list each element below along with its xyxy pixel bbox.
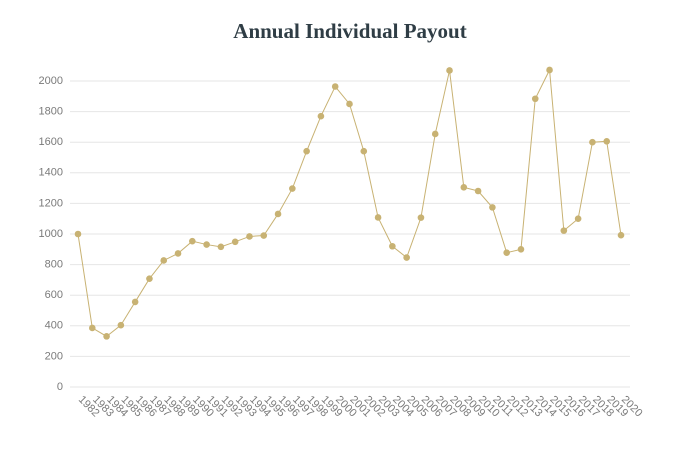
- y-tick-label: 0: [57, 381, 63, 393]
- y-tick-label: 800: [45, 259, 63, 271]
- y-tick-label: 600: [45, 289, 63, 301]
- data-point: [331, 83, 339, 90]
- data-point: [474, 187, 482, 195]
- y-tick-label: 1200: [39, 197, 63, 209]
- data-point: [303, 147, 310, 155]
- data-point: [574, 215, 582, 222]
- data-point: [203, 241, 210, 248]
- data-point: [274, 210, 282, 218]
- data-point: [617, 231, 625, 239]
- data-point: [131, 298, 139, 306]
- data-point: [246, 233, 253, 240]
- data-point: [589, 138, 596, 146]
- data-point: [503, 249, 510, 256]
- data-point: [317, 112, 325, 120]
- data-point: [603, 137, 611, 145]
- data-point: [460, 184, 468, 191]
- y-tick-label: 400: [45, 320, 63, 332]
- data-point: [217, 243, 225, 251]
- y-tick-label: 1800: [39, 106, 63, 118]
- data-point: [531, 95, 539, 103]
- chart-title: Annual Individual Payout: [233, 19, 466, 43]
- data-point: [517, 246, 525, 253]
- data-point: [374, 214, 382, 221]
- data-point: [389, 242, 396, 250]
- y-tick-label: 1000: [39, 228, 63, 240]
- data-point: [117, 321, 125, 329]
- data-point: [546, 66, 553, 74]
- y-tick-label: 1400: [39, 167, 63, 179]
- data-point: [489, 204, 496, 211]
- data-point: [431, 130, 439, 138]
- data-point: [289, 185, 296, 192]
- data-point: [174, 250, 182, 257]
- data-point: [260, 232, 268, 239]
- data-point: [360, 147, 368, 155]
- data-point: [88, 324, 96, 332]
- data-point: [560, 227, 568, 234]
- data-point: [403, 254, 410, 261]
- data-point: [146, 275, 153, 282]
- y-tick-label: 2000: [39, 75, 63, 87]
- y-tick-label: 200: [45, 350, 63, 362]
- data-point: [103, 333, 110, 340]
- data-point: [189, 237, 196, 245]
- data-point: [346, 100, 353, 108]
- data-point: [160, 257, 168, 264]
- data-point: [417, 214, 425, 221]
- data-point: [74, 230, 82, 238]
- y-tick-label: 1600: [39, 136, 63, 148]
- data-point: [231, 238, 239, 246]
- data-point: [446, 67, 453, 74]
